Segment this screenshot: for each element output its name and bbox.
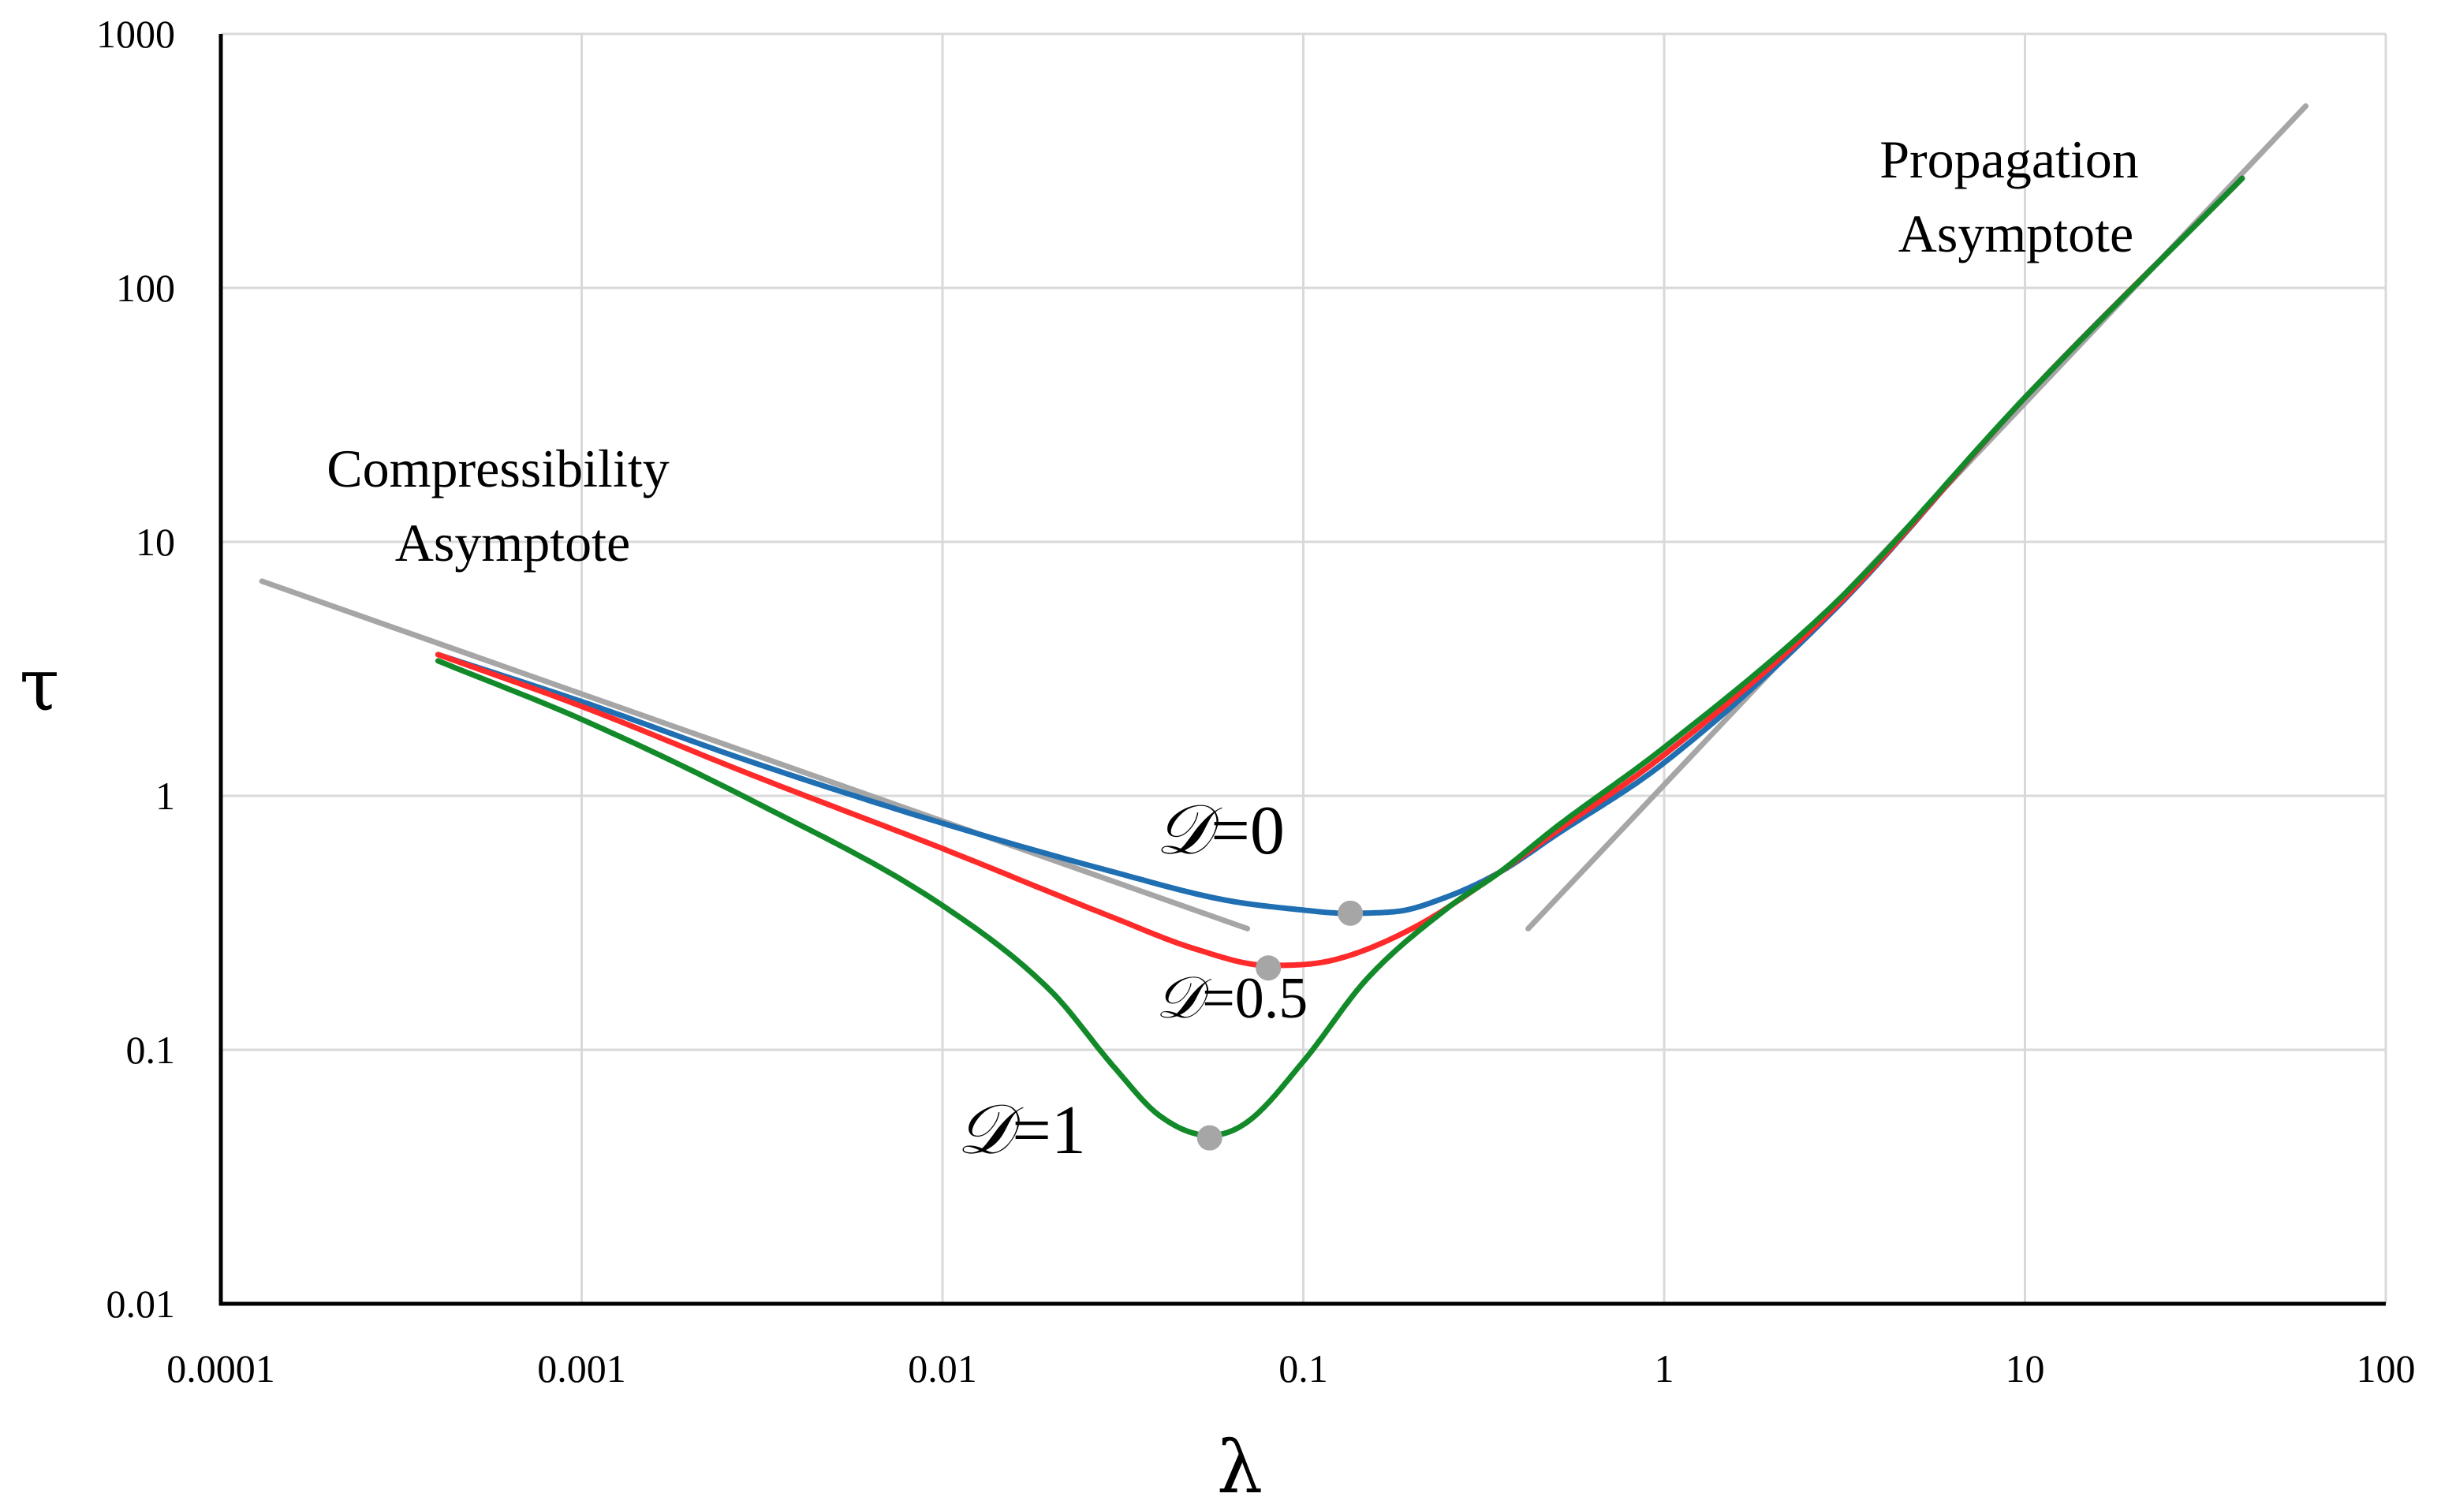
curve-d05 bbox=[435, 175, 2245, 969]
x-tick-label: 0.001 bbox=[537, 1346, 626, 1391]
x-tick-label: 10 bbox=[2006, 1346, 2045, 1391]
propagation-label-line-2: Asymptote bbox=[1898, 203, 2133, 263]
grid-lines bbox=[221, 32, 2387, 1304]
x-tick-label: 0.1 bbox=[1278, 1346, 1328, 1391]
x-tick-label: 0.0001 bbox=[166, 1346, 275, 1391]
x-tick-label: 0.01 bbox=[908, 1346, 977, 1391]
label-d05: 𝒟=0.5 bbox=[1155, 966, 1308, 1031]
y-tick-label: 0.01 bbox=[106, 1282, 176, 1326]
compressibility-asymptote-label: Compressibility Asymptote bbox=[327, 439, 682, 573]
minimum-markers bbox=[1196, 900, 1364, 1151]
curve-d0 bbox=[435, 175, 2245, 917]
axes: 0.0001 0.001 0.01 0.1 1 10 100 1000 100 10 1 0.1 0.0… bbox=[96, 12, 2416, 1391]
y-tick-label: 0.1 bbox=[126, 1028, 176, 1072]
y-tick-label: 1 bbox=[155, 774, 175, 818]
label-d0-value: =0 bbox=[1211, 793, 1285, 869]
compressibility-label-line-1: Compressibility bbox=[327, 439, 669, 498]
label-d0: 𝒟=0 bbox=[1155, 793, 1285, 869]
y-tick-label: 100 bbox=[116, 266, 175, 310]
y-axis-label: τ bbox=[20, 643, 60, 727]
y-tick-label: 1000 bbox=[96, 12, 175, 56]
minimum-marker-d1 bbox=[1196, 1125, 1222, 1151]
label-d1-value: =1 bbox=[1012, 1092, 1086, 1169]
propagation-label-line-1: Propagation bbox=[1879, 129, 2139, 189]
curve-d1 bbox=[435, 175, 2245, 1139]
compressibility-asymptote-line bbox=[259, 578, 1251, 931]
data-curves bbox=[435, 175, 2245, 1139]
propagation-asymptote-label: Propagation Asymptote bbox=[1879, 129, 2152, 263]
text-labels: λ τ Compressibility Asymptote Propagatio… bbox=[20, 129, 2152, 1510]
label-d1: 𝒟=1 bbox=[957, 1092, 1086, 1169]
y-tick-label: 10 bbox=[136, 520, 175, 564]
label-d05-value: =0.5 bbox=[1202, 966, 1308, 1031]
minimum-marker-d05 bbox=[1256, 955, 1282, 981]
x-axis-label: λ bbox=[1217, 1425, 1263, 1510]
minimum-marker-d0 bbox=[1338, 900, 1364, 926]
compressibility-label-line-2: Asymptote bbox=[395, 513, 630, 573]
x-tick-label: 1 bbox=[1655, 1346, 1674, 1391]
x-tick-label: 100 bbox=[2357, 1346, 2416, 1391]
